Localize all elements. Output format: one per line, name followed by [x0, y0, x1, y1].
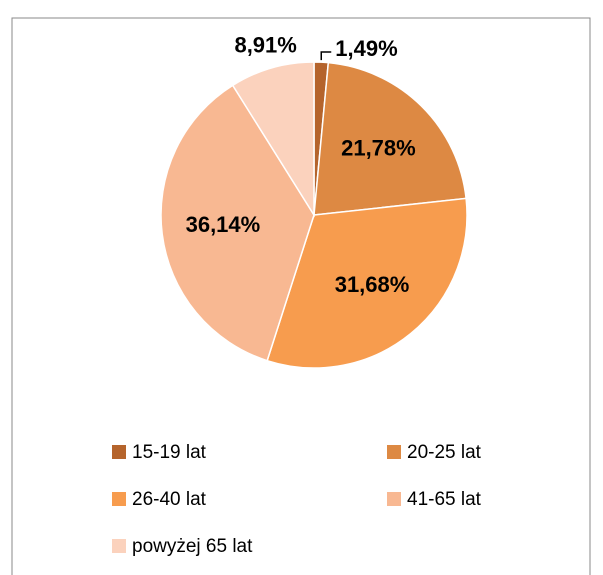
data-label: 36,14% — [186, 212, 261, 237]
legend-label: 26-40 lat — [132, 489, 207, 510]
legend-swatch — [112, 492, 126, 506]
legend-label: 15-19 lat — [132, 442, 207, 463]
data-label: 1,49% — [335, 36, 397, 61]
pie-slice — [231, 61, 315, 218]
leader-line — [320, 51, 332, 61]
legend-label: 41-65 lat — [407, 489, 482, 510]
pie-slice — [266, 197, 468, 369]
legend-swatch — [112, 445, 126, 459]
legend-label: 20-25 lat — [407, 442, 482, 463]
legend-swatch — [112, 539, 126, 553]
legend-swatch — [387, 445, 401, 459]
legend-swatch — [387, 492, 401, 506]
data-label: 21,78% — [341, 135, 416, 160]
data-label: 31,68% — [335, 272, 410, 297]
pie-slice — [313, 61, 467, 216]
legend-label: powyżej 65 lat — [132, 536, 253, 557]
data-label: 8,91% — [234, 33, 296, 58]
